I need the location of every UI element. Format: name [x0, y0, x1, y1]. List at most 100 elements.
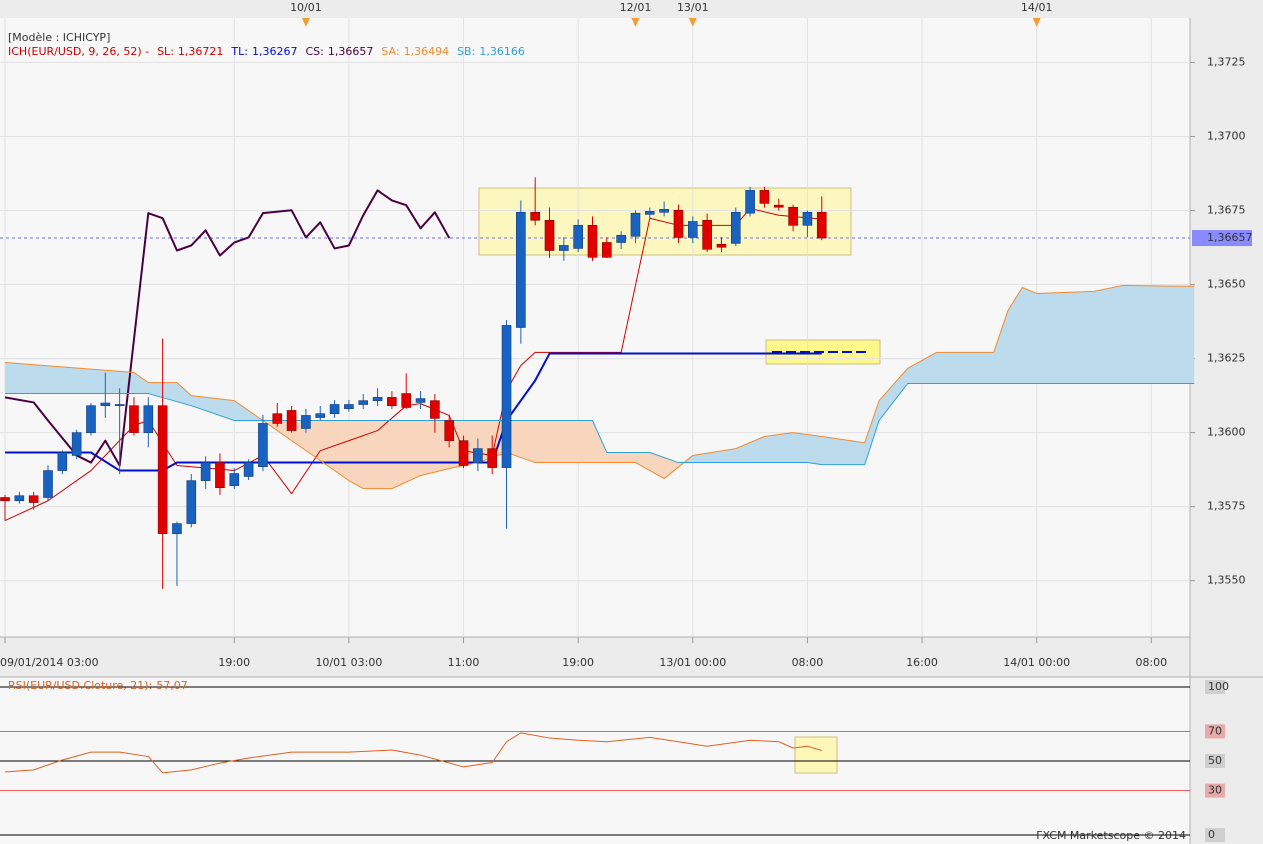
candle-body [730, 211, 741, 244]
legend-name: RSI(EUR/USD.Cloture, 21): [8, 679, 152, 692]
y-tick-label: 100 [1208, 680, 1229, 693]
x-tick-label: 11:00 [448, 656, 480, 669]
x-tick-label: 14/01 00:00 [1003, 656, 1070, 669]
candle-body [71, 432, 82, 456]
candle-body [258, 423, 268, 468]
y-tick-box [1205, 783, 1225, 798]
candle-body [802, 211, 813, 226]
candle-body [129, 405, 139, 433]
legend: RSI(EUR/USD.Cloture, 21): 57,07 [8, 679, 188, 692]
candle-body [559, 245, 569, 251]
candle-body [616, 235, 626, 243]
candle-body [200, 462, 211, 481]
y-tick-label: 1,3600 [1207, 426, 1246, 439]
candle-body [215, 462, 225, 489]
x-tick-label: 19:00 [218, 656, 250, 669]
candle-body [301, 415, 311, 429]
candle-body [645, 211, 655, 215]
candle-body [487, 448, 497, 468]
last-price-box [1192, 230, 1252, 247]
candle-body [458, 440, 469, 466]
candle-body [745, 190, 755, 214]
candle-body [415, 398, 426, 403]
candle-body [587, 225, 598, 258]
legend-name: SA: [381, 45, 399, 58]
candle-body [687, 221, 698, 238]
legend-name: SB: [457, 45, 475, 58]
candle-body [473, 448, 483, 463]
candle-body [501, 325, 512, 468]
candle-body [630, 212, 641, 237]
candle-body [773, 204, 784, 208]
candle-body [401, 393, 412, 408]
candle-body [272, 413, 283, 424]
y-tick-label: 30 [1208, 784, 1222, 797]
candle-body [344, 404, 354, 409]
line [4, 284, 1195, 490]
candle-body [229, 473, 240, 486]
y-tick-label: 1,3725 [1207, 55, 1246, 68]
legend-value: 1,36494 [404, 45, 450, 58]
top-tick-marker [1032, 18, 1041, 27]
candle-body [0, 497, 10, 502]
candle-body [100, 402, 111, 406]
line [4, 732, 822, 774]
top-tick-marker [301, 18, 310, 27]
y-tick-label: 1,3675 [1207, 204, 1246, 217]
top-tick-marker [688, 18, 697, 27]
candle-body [816, 211, 827, 239]
x-tick-label: 16:00 [906, 656, 938, 669]
highlight-box [794, 736, 838, 774]
y-tick-label: 50 [1208, 754, 1222, 767]
price-plot-area [0, 18, 1190, 637]
y-tick-box [1205, 724, 1225, 739]
candle-body [358, 400, 369, 405]
line [4, 189, 451, 467]
candle-body [573, 225, 583, 249]
candle-body [702, 219, 712, 250]
top-tick-marker [631, 18, 640, 27]
x-tick-label: 08:00 [792, 656, 824, 669]
legend-value: 1,36657 [328, 45, 374, 58]
candle-body [444, 420, 455, 441]
candle-body [716, 243, 727, 248]
candle-body [57, 452, 68, 471]
top-tick-label: 10/01 [290, 1, 322, 14]
candle-body [329, 404, 340, 414]
legend-value: 1,36267 [252, 45, 298, 58]
candle-body [186, 480, 197, 524]
legend-name: CS: [305, 45, 323, 58]
x-tick-label: 08:00 [1135, 656, 1167, 669]
candle-body [659, 209, 669, 213]
candle-body [86, 405, 96, 433]
candle-body [530, 211, 540, 221]
y-tick-label: 70 [1208, 724, 1222, 737]
candle-body [387, 397, 397, 406]
line [5, 352, 822, 472]
cloud-fill [5, 383, 1195, 489]
last-price-label: 1,36657 [1207, 231, 1253, 244]
y-tick-box [1205, 754, 1225, 768]
candle-body [114, 404, 125, 406]
top-tick-label: 13/01 [677, 1, 709, 14]
y-tick-label: 1,3625 [1207, 352, 1246, 365]
candle-body [172, 523, 182, 534]
candle-body [544, 219, 555, 251]
candle-body [430, 400, 440, 419]
line [5, 382, 1195, 466]
y-tick-label: 0 [1208, 828, 1215, 841]
candle-body [759, 190, 770, 204]
candle-body [602, 242, 612, 258]
y-tick-label: 1,3700 [1207, 129, 1246, 142]
chart-title: [Modèle : ICHICYP] [8, 31, 110, 44]
footer: FXCM Marketscope © 2014 [1036, 829, 1186, 842]
top-tick-label: 14/01 [1021, 1, 1053, 14]
legend-subtitle: ICH(EUR/USD, 9, 26, 52) - [8, 45, 149, 58]
candle-body [157, 405, 168, 534]
y-tick-label: 1,3575 [1207, 500, 1246, 513]
candle-body [788, 206, 798, 226]
legend-value: 57,07 [156, 679, 188, 692]
